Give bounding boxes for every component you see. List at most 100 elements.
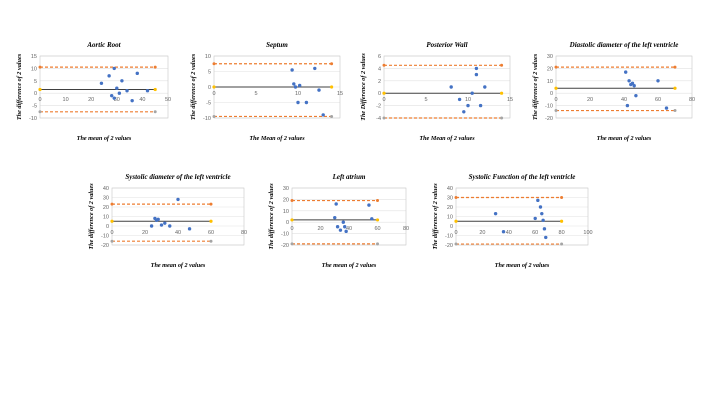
data-point (297, 83, 302, 88)
y-tick-label: 5 (34, 79, 37, 85)
data-point (149, 224, 154, 228)
data-point (370, 217, 374, 221)
data-point (367, 203, 371, 207)
x-tick-label: 0 (382, 97, 385, 103)
y-tick-label: -5 (206, 101, 211, 107)
x-tick-label: 15 (507, 97, 513, 103)
data-point (321, 113, 325, 117)
mean-line-marker (382, 91, 386, 95)
data-point (634, 93, 638, 98)
x-axis-label: The mean of 2 values (151, 262, 206, 269)
data-point (542, 227, 547, 231)
y-axis-label: The difference of 2 values (190, 53, 197, 120)
x-tick-label: 40 (139, 97, 145, 103)
y-tick-label: -10 (281, 232, 289, 238)
x-tick-label: 80 (241, 230, 247, 236)
lower-limit-line-marker (376, 242, 379, 246)
lower-limit-line-marker (454, 242, 458, 246)
x-tick-label: 0 (38, 97, 41, 103)
data-point (632, 84, 636, 88)
chart-panel-systolic-function: Systolic Function of the left ventricle -… (424, 170, 602, 275)
upper-limit-line-marker (209, 202, 213, 206)
x-tick-label: 80 (689, 97, 695, 103)
x-axis-label: The Mean of 2 values (249, 135, 305, 142)
upper-limit-line-marker (560, 196, 564, 199)
data-point (313, 66, 317, 71)
x-tick-label: 40 (175, 230, 181, 236)
y-tick-label: 0 (286, 220, 289, 226)
mean-line-marker (38, 87, 42, 92)
x-tick-label: 40 (506, 230, 512, 236)
data-point (107, 74, 111, 78)
data-point (630, 81, 635, 85)
chart-panel-diastolic-diameter: Diastolic diameter of the left ventricle… (526, 38, 706, 148)
data-point (112, 66, 116, 71)
x-tick-label: 20 (88, 97, 94, 103)
lower-limit-line-marker (110, 239, 114, 243)
upper-limit-line-marker (38, 65, 42, 69)
data-point (293, 85, 298, 89)
data-point (115, 86, 119, 90)
y-tick-label: -4 (376, 116, 381, 122)
y-tick-label: -20 (101, 243, 109, 249)
mean-line-marker (290, 218, 294, 222)
upper-limit-line-marker (153, 65, 157, 69)
x-tick-label: 10 (63, 97, 69, 103)
upper-limit-line-marker (382, 63, 386, 67)
lower-limit-line-marker (500, 116, 504, 120)
x-tick-label: 50 (165, 97, 171, 103)
data-point (533, 216, 537, 221)
data-point (156, 217, 160, 222)
x-tick-label: 15 (337, 91, 343, 97)
y-tick-label: 30 (283, 186, 289, 192)
upper-limit-line-marker (500, 63, 504, 67)
data-point (343, 225, 347, 229)
chart-panel-systolic-diameter: Systolic diameter of the left ventricle -… (80, 170, 258, 275)
data-point (493, 211, 498, 216)
data-point (120, 79, 124, 83)
x-tick-label: 40 (346, 226, 352, 232)
data-point (168, 224, 172, 228)
y-tick-label: 0 (106, 224, 109, 230)
y-tick-label: 0 (450, 224, 453, 230)
y-tick-label: 10 (283, 209, 289, 215)
y-tick-label: 20 (283, 197, 289, 203)
plot-frame (455, 187, 589, 246)
upper-limit-line-marker (454, 196, 458, 199)
x-tick-label: 0 (554, 97, 557, 103)
y-tick-label: -20 (281, 243, 289, 249)
data-point (538, 205, 543, 209)
data-point (457, 97, 462, 102)
upper-limit-line-marker (673, 65, 677, 69)
y-tick-label: 10 (103, 215, 109, 221)
lower-limit-line-marker (554, 109, 558, 113)
x-tick-label: 5 (254, 91, 257, 97)
x-tick-label: 10 (295, 91, 301, 97)
x-axis-label: The mean of 2 values (597, 135, 652, 142)
chart-svg: Systolic Function of the left ventricle -… (432, 173, 593, 269)
y-tick-label: 10 (31, 66, 37, 72)
lower-limit-line-marker (153, 110, 157, 114)
data-point (99, 81, 104, 85)
data-point (627, 79, 631, 83)
y-axis-label: The difference of 2 values (16, 53, 23, 120)
y-axis-label: The difference of 2 values (268, 183, 275, 250)
x-tick-label: 0 (212, 91, 215, 97)
y-tick-label: 20 (447, 205, 453, 211)
mean-line-marker (209, 219, 213, 223)
x-tick-label: 20 (587, 97, 593, 103)
mean-line-marker (673, 86, 677, 90)
x-tick-label: 60 (655, 97, 661, 103)
data-point (290, 68, 294, 72)
x-tick-label: 40 (621, 97, 627, 103)
x-tick-label: 100 (583, 230, 592, 236)
data-point (449, 85, 453, 89)
lower-limit-line-marker (38, 110, 42, 114)
chart-panel-aortic-root: Aortic Root -10 -5 0 5 10 15 0 10 20 30 40 50 The mea… (10, 38, 180, 148)
y-tick-label: 10 (447, 215, 453, 221)
lower-limit-line-marker (290, 242, 294, 246)
y-axis-label: The difference of 2 values (432, 183, 439, 250)
x-tick-label: 30 (114, 97, 120, 103)
